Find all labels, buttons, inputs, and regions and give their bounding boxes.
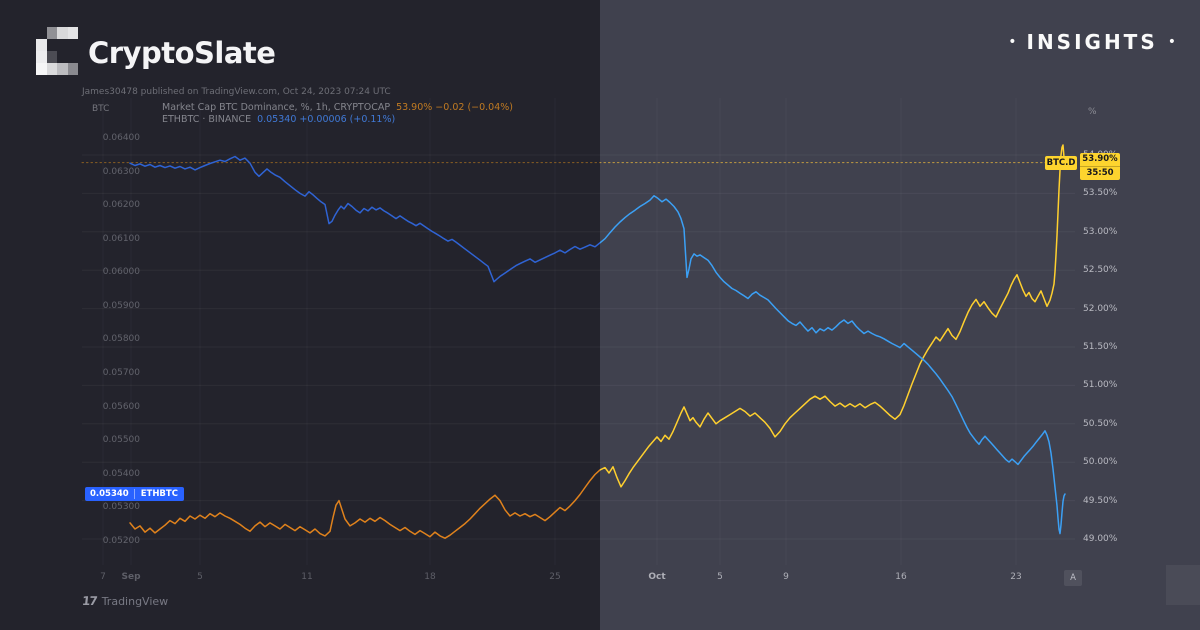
right-axis-tick: 49.00% (1083, 534, 1118, 544)
right-axis-tick: 51.00% (1083, 380, 1118, 391)
right-axis-tick: 52.50% (1083, 265, 1118, 276)
left-axis-tick: 0.05600 (102, 401, 140, 412)
ethbtc-tag-symbol: ETHBTC (133, 488, 184, 499)
btcd-tag-countdown: 35:50 (1080, 165, 1120, 180)
left-axis-tick: 0.06400 (102, 133, 140, 143)
left-axis-tick: 0.06200 (102, 200, 140, 211)
time-axis-tick: 9 (783, 572, 789, 582)
tradingview-logo-text: TradingView (101, 594, 169, 608)
corner-box (1166, 565, 1200, 605)
time-axis-tick: 23 (1010, 572, 1022, 582)
time-axis-tick: Oct (648, 572, 666, 582)
insights-label: INSIGHTS (1026, 30, 1158, 54)
time-axis-tick: 25 (549, 572, 561, 582)
cryptoslate-logo-text: CryptoSlate (88, 36, 276, 70)
symbol-stub: BTC (92, 104, 110, 114)
tradingview-attribution[interactable]: 17 TradingView (81, 594, 169, 608)
right-axis-tick: 53.00% (1083, 226, 1118, 237)
btcd-value-tag: 53.90% 35:50 (1080, 152, 1120, 180)
right-axis-tick: 49.50% (1083, 495, 1118, 506)
btcd-symbol-tag: BTC.D (1045, 155, 1077, 170)
right-axis-tick: 50.00% (1083, 457, 1118, 468)
right-axis-tick: 51.50% (1083, 342, 1118, 352)
time-axis-tick: 18 (424, 572, 436, 582)
legend-dominance-title: Market Cap BTC Dominance, %, 1h, CRYPTOC… (162, 102, 391, 113)
left-axis-tick: 0.06000 (102, 267, 140, 278)
ethbtc-tag-price: 0.05340 (90, 488, 129, 499)
right-axis-tick: 52.00% (1083, 303, 1118, 314)
tradingview-logo-icon: 17 (81, 594, 98, 608)
btcd-tag-value: 53.90% (1082, 153, 1118, 164)
legend-dominance-values: 53.90% −0.02 (−0.04%) (396, 102, 513, 113)
ethbtc-price-tag: 0.05340 ETHBTC (85, 486, 184, 501)
time-axis-tick: 5 (197, 572, 203, 582)
left-axis-tick: 0.05900 (102, 300, 140, 311)
time-axis-tick: 7 (100, 572, 106, 582)
right-axis-tick: 50.50% (1083, 418, 1118, 429)
left-axis-tick: 0.05400 (102, 468, 140, 479)
right-axis-tick: 53.50% (1083, 188, 1118, 199)
left-axis-tick: 0.06300 (102, 166, 140, 177)
left-axis-tick: 0.05300 (102, 502, 140, 513)
left-axis-tick: 0.05700 (102, 368, 140, 379)
bullet-icon: • (1167, 34, 1176, 50)
legend-row-ethbtc[interactable]: ETHBTC · BINANCE 0.05340 +0.00006 (+0.11%… (162, 114, 395, 125)
time-axis-tick: Sep (121, 572, 141, 582)
left-axis-tick: 0.06100 (102, 233, 140, 244)
ethbtc-line (129, 155, 1066, 535)
dark-left-panel (0, 0, 600, 630)
percent-unit-label: % (1088, 107, 1097, 117)
published-line: James30478 published on TradingView.com,… (82, 87, 391, 97)
legend-ethbtc-values: 0.05340 +0.00006 (+0.11%) (257, 114, 396, 125)
auto-scale-button[interactable]: A (1064, 570, 1082, 586)
left-axis-tick: 0.05200 (102, 535, 140, 546)
left-axis-tick: 0.05500 (102, 435, 140, 446)
bullet-icon: • (1008, 34, 1017, 50)
legend-ethbtc-title: ETHBTC · BINANCE (162, 114, 252, 125)
time-axis-tick: 11 (301, 572, 313, 582)
time-axis-tick: 5 (717, 572, 723, 582)
legend-row-dominance[interactable]: Market Cap BTC Dominance, %, 1h, CRYPTOC… (162, 102, 513, 113)
time-axis-tick: 16 (895, 572, 907, 582)
left-axis-tick: 0.05800 (102, 334, 140, 345)
cryptoslate-logo-icon (36, 27, 78, 75)
insights-badge: • INSIGHTS • (1008, 30, 1176, 54)
btc-dominance-line (129, 144, 1066, 539)
